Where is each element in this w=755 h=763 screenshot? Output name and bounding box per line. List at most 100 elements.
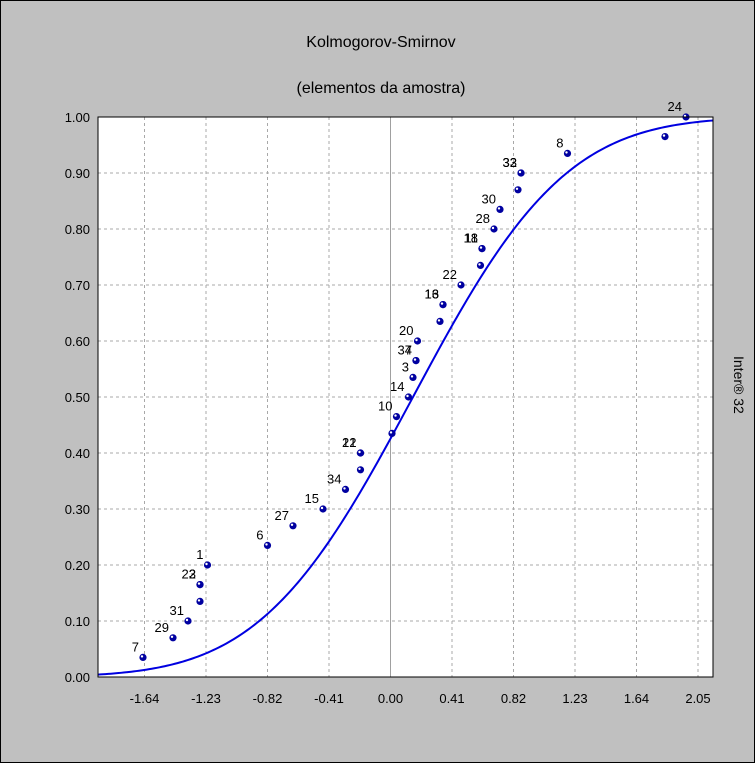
data-point-highlight (437, 319, 441, 322)
x-tick-label: 0.41 (439, 691, 464, 706)
y-tick-label: 0.40 (65, 446, 90, 461)
chart-title: Kolmogorov-Smirnov (306, 34, 455, 51)
y-axis-ticks: 0.00 0.10 0.20 0.30 0.40 0.50 0.60 0.70 0.80 0.90… (65, 110, 90, 685)
data-point-highlight (394, 414, 397, 417)
data-point (514, 186, 522, 194)
point-label: 14 (390, 379, 404, 394)
point-label: 29 (155, 620, 169, 635)
point-label: 32 (503, 155, 517, 170)
data-point-highlight (185, 618, 189, 622)
data-point (490, 225, 498, 233)
y-tick-label: 0.50 (65, 390, 90, 405)
x-tick-label: -1.64 (130, 691, 160, 706)
data-point-highlight (478, 263, 481, 266)
data-point-highlight (406, 394, 409, 398)
data-point (478, 245, 486, 253)
x-tick-label: 1.23 (562, 691, 587, 706)
point-label: 11 (465, 231, 479, 246)
data-point-highlight (290, 523, 294, 526)
data-point-highlight (410, 375, 414, 378)
data-point (356, 466, 365, 474)
point-label: 28 (476, 211, 490, 226)
data-point (409, 373, 417, 381)
point-label: 3 (402, 359, 409, 374)
data-point-highlight (197, 582, 201, 585)
data-point-highlight (415, 338, 418, 342)
data-point (196, 597, 204, 606)
y-tick-label: 0.30 (65, 502, 90, 517)
side-label: Inter® 32 (731, 356, 747, 414)
cdf-curve-path (97, 119, 714, 676)
point-label: 10 (378, 399, 392, 414)
data-point-highlight (458, 282, 462, 286)
y-tick-label: 1.00 (65, 110, 90, 125)
point-label: 13 (425, 287, 439, 302)
data-point-highlight (358, 467, 361, 470)
plot-border (97, 116, 714, 678)
data-point (289, 522, 297, 530)
x-axis-ticks: -1.64 -1.23 -0.82 -0.41 0.00 0.41 0.82 1.23 1.64… (130, 691, 711, 706)
data-point (392, 413, 401, 421)
point-label: 4 (405, 343, 412, 358)
data-points (139, 113, 690, 662)
data-point (496, 205, 504, 213)
x-tick-label: 0.00 (378, 691, 403, 706)
data-point (356, 449, 365, 457)
point-label: 6 (256, 527, 263, 542)
point-label: 2 (189, 567, 196, 582)
data-point (203, 561, 212, 569)
data-point (388, 429, 396, 437)
data-point (476, 261, 485, 269)
point-label: 30 (482, 191, 496, 206)
data-point-highlight (205, 562, 208, 566)
data-point (196, 581, 204, 589)
point-label: 8 (556, 135, 563, 150)
data-point-highlight (491, 226, 495, 230)
data-point-highlight (389, 431, 393, 434)
point-label: 15 (305, 491, 319, 506)
data-point (341, 485, 350, 493)
data-point-highlight (497, 207, 501, 210)
data-point (404, 393, 413, 401)
point-label: 1 (196, 547, 203, 562)
data-point (412, 357, 420, 365)
data-point (263, 541, 272, 550)
point-labels: 7293122316271534211210143374201613221811… (132, 99, 682, 654)
data-point-highlight (413, 358, 417, 361)
data-point (439, 301, 447, 309)
data-point-highlight (320, 506, 324, 510)
y-tick-label: 0.10 (65, 614, 90, 629)
data-point (563, 149, 572, 157)
y-tick-label: 0.60 (65, 334, 90, 349)
point-label: 33 (503, 155, 517, 170)
point-label: 16 (425, 287, 439, 302)
y-tick-label: 0.20 (65, 558, 90, 573)
point-label: 23 (182, 567, 196, 582)
point-label: 7 (132, 639, 139, 654)
data-point (661, 133, 669, 141)
point-label: 21 (342, 435, 356, 450)
data-point-highlight (479, 246, 483, 249)
y-tick-label: 0.90 (65, 166, 90, 181)
x-tick-label: 2.05 (685, 691, 710, 706)
x-tick-label: 0.82 (501, 691, 526, 706)
x-tick-label: -0.82 (253, 691, 283, 706)
data-point (413, 337, 422, 345)
y-tick-label: 0.70 (65, 278, 90, 293)
point-label: 20 (399, 323, 413, 338)
data-point-highlight (518, 170, 522, 174)
data-point-highlight (358, 450, 361, 454)
data-point (169, 634, 177, 642)
data-point-highlight (170, 635, 174, 638)
data-point-highlight (265, 543, 268, 546)
data-point-highlight (662, 134, 666, 137)
data-point (436, 317, 444, 325)
data-point (139, 653, 147, 662)
point-label: 37 (398, 343, 412, 358)
chart-subtitle: (elementos da amostra) (297, 80, 466, 97)
point-label: 34 (327, 471, 341, 486)
x-tick-label: 1.64 (624, 691, 649, 706)
data-point-highlight (197, 599, 201, 602)
